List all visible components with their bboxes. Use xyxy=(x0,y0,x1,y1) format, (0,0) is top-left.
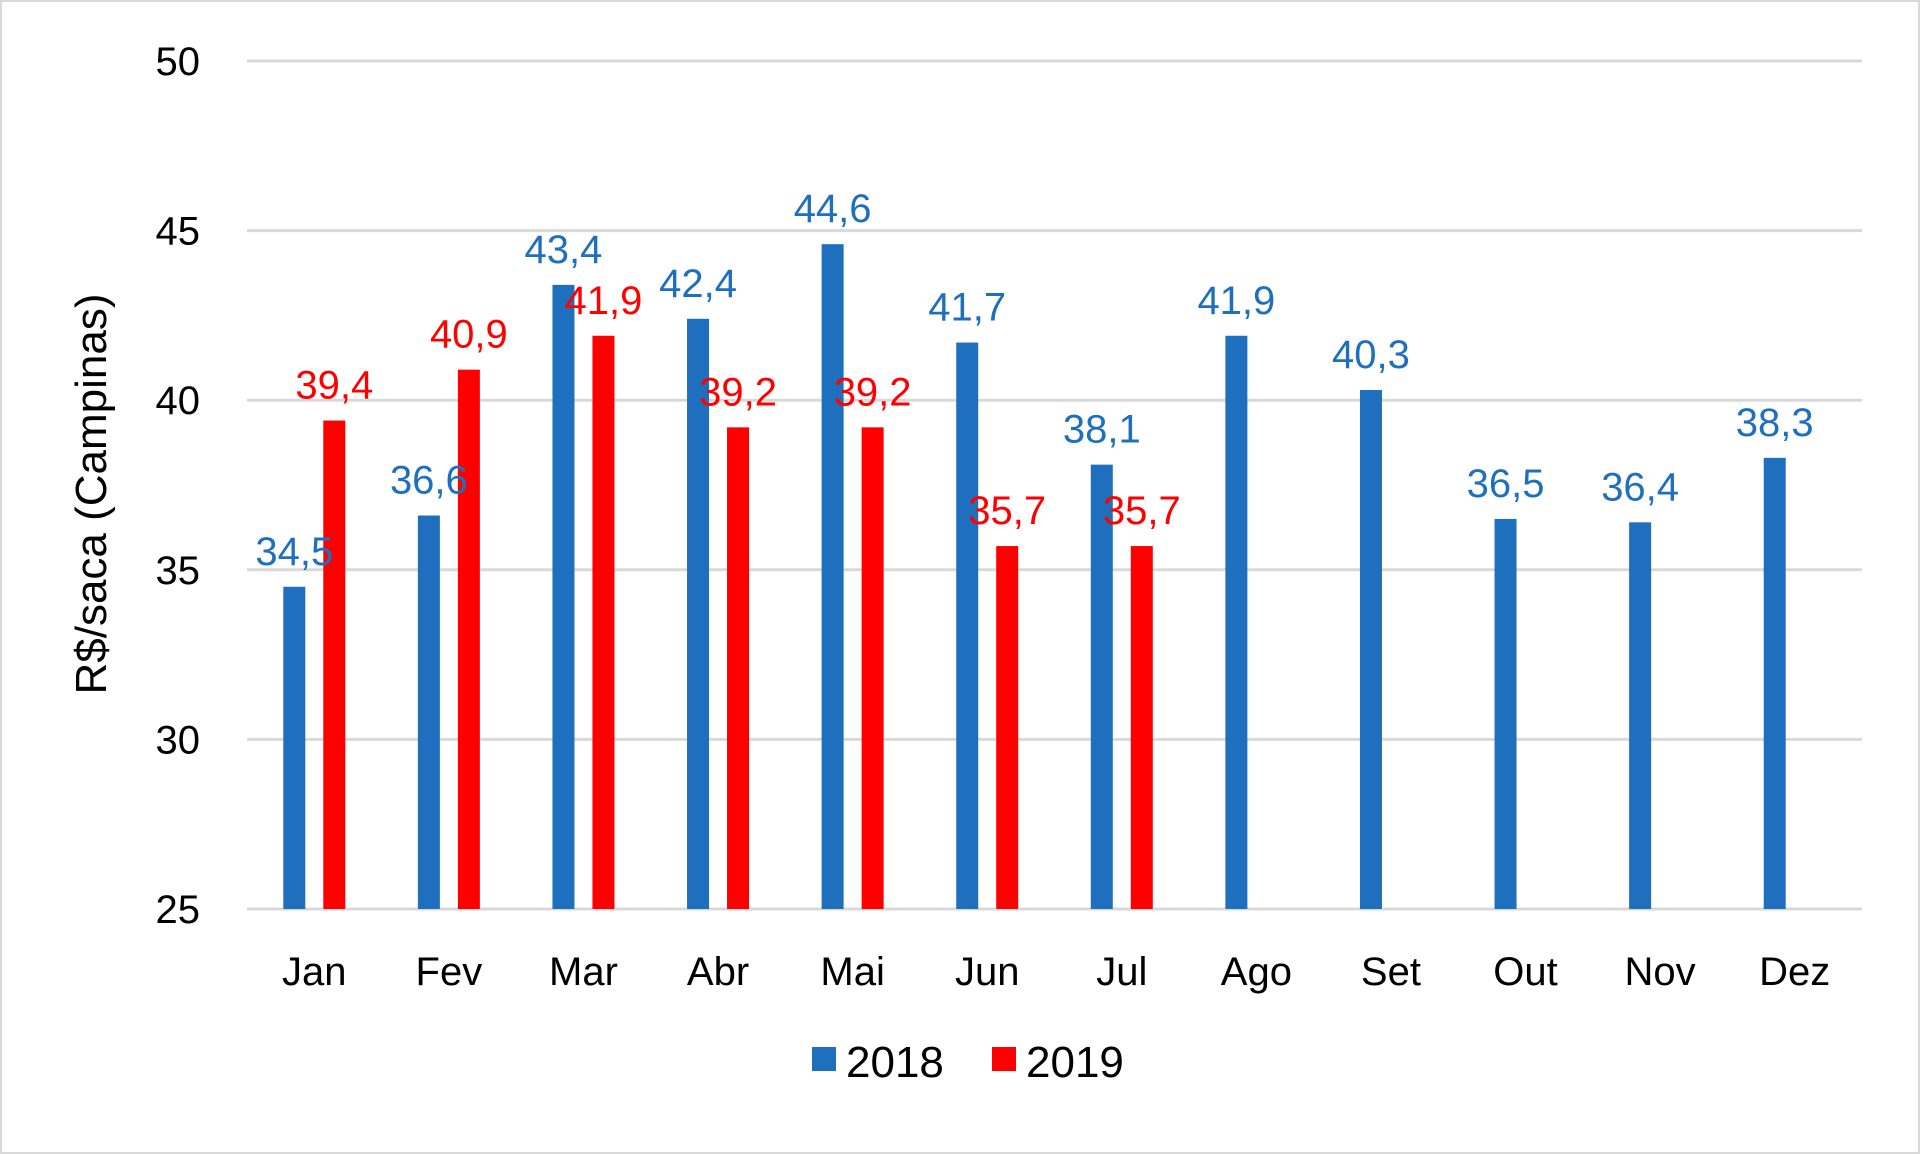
y-tick-label: 45 xyxy=(156,210,201,254)
bar-2018-Jan xyxy=(283,586,306,909)
bar-2018-Mai xyxy=(821,244,844,910)
x-tick-label: Dez xyxy=(1759,950,1830,994)
y-tick-label: 25 xyxy=(156,888,201,932)
bar-2018-Abr xyxy=(687,318,710,909)
legend-label-2019: 2019 xyxy=(1026,1038,1124,1087)
data-label-2019-Abr: 39,2 xyxy=(699,370,777,414)
y-axis-title: R$/saca (Campinas) xyxy=(67,293,116,694)
bar-2019-Jun xyxy=(996,546,1019,909)
bar-2018-Nov xyxy=(1629,522,1652,909)
bar-2018-Ago xyxy=(1225,335,1248,909)
bar-2019-Fev xyxy=(457,369,480,909)
bar-2018-Dez xyxy=(1763,457,1786,909)
data-label-2019-Jan: 39,4 xyxy=(295,364,373,408)
x-tick-label: Jul xyxy=(1096,950,1147,994)
x-tick-label: Nov xyxy=(1625,950,1696,994)
y-axis-ticks: 25 30 35 40 45 50 xyxy=(156,40,201,932)
x-tick-label: Mai xyxy=(820,950,884,994)
data-label-2019-Fev: 40,9 xyxy=(430,313,508,357)
bar-2019-Jan xyxy=(323,420,346,909)
legend: 2018 2019 xyxy=(812,1038,1124,1087)
bar-2019-Mar xyxy=(592,335,615,909)
data-label-2018-Out: 36,5 xyxy=(1467,462,1545,506)
data-label-2018-Fev: 36,6 xyxy=(390,459,468,503)
y-tick-label: 50 xyxy=(156,40,201,84)
bar-2018-Out xyxy=(1494,518,1517,909)
x-tick-label: Fev xyxy=(416,950,483,994)
x-tick-label: Set xyxy=(1361,950,1421,994)
data-label-2018-Mai: 44,6 xyxy=(794,187,872,231)
data-labels: 34,5 36,6 43,4 42,4 44,6 41,7 38,1 41,9 40,3 36,5… xyxy=(255,187,1813,574)
data-label-2019-Mar: 41,9 xyxy=(565,279,643,323)
bar-2018-Fev xyxy=(417,515,440,909)
x-tick-label: Abr xyxy=(687,950,749,994)
y-tick-label: 40 xyxy=(156,379,201,423)
x-tick-label: Jun xyxy=(955,950,1020,994)
legend-label-2018: 2018 xyxy=(846,1038,944,1087)
data-label-2018-Nov: 36,4 xyxy=(1601,465,1679,509)
bar-2018-Set xyxy=(1359,390,1382,909)
bar-2018-Jun xyxy=(956,342,979,909)
data-label-2019-Jul: 35,7 xyxy=(1103,489,1181,533)
bar-2018-Jul xyxy=(1090,464,1113,909)
bar-2018-Mar xyxy=(552,284,575,909)
data-label-2018-Abr: 42,4 xyxy=(659,262,737,306)
data-label-2018-Mar: 43,4 xyxy=(525,228,603,272)
legend-swatch-2018 xyxy=(812,1047,836,1071)
bar-2019-Jul xyxy=(1130,546,1153,909)
x-tick-label: Mar xyxy=(549,950,618,994)
data-label-2019-Mai: 39,2 xyxy=(834,370,912,414)
bars xyxy=(283,244,1786,910)
data-label-2018-Jun: 41,7 xyxy=(928,286,1006,330)
gridlines xyxy=(247,59,1862,911)
bar-2019-Mai xyxy=(861,427,884,909)
y-tick-label: 30 xyxy=(156,718,201,762)
x-tick-label: Jan xyxy=(282,950,347,994)
data-label-2018-Jul: 38,1 xyxy=(1063,408,1141,452)
data-label-2018-Dez: 38,3 xyxy=(1736,401,1814,445)
data-label-2019-Jun: 35,7 xyxy=(968,489,1046,533)
legend-swatch-2019 xyxy=(992,1047,1016,1071)
x-axis-ticks: Jan Fev Mar Abr Mai Jun Jul Ago Set Out Nov Dez xyxy=(282,950,1830,994)
y-tick-label: 35 xyxy=(156,549,201,593)
x-tick-label: Out xyxy=(1493,950,1557,994)
bar-2019-Abr xyxy=(727,427,750,909)
data-label-2018-Ago: 41,9 xyxy=(1197,279,1275,323)
data-label-2018-Set: 40,3 xyxy=(1332,333,1410,377)
x-tick-label: Ago xyxy=(1221,950,1292,994)
data-label-2018-Jan: 34,5 xyxy=(255,530,333,574)
